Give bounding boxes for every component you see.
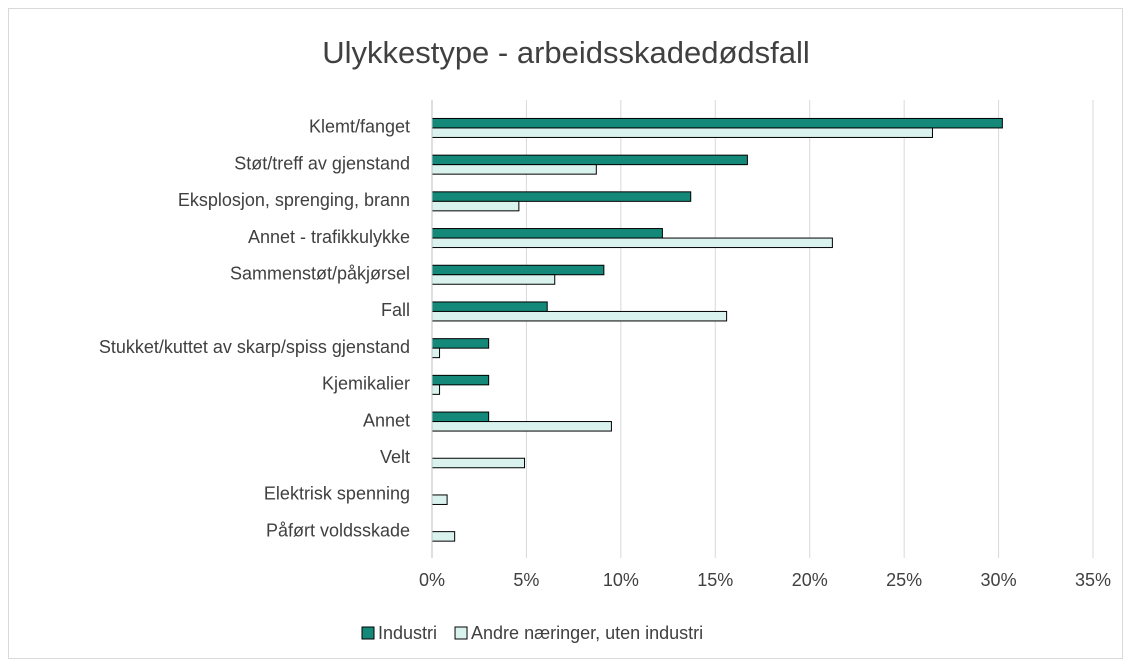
bar (431, 347, 441, 359)
y-tick-label: Stukket/kuttet av skarp/spiss gjenstand (99, 337, 410, 357)
bar (431, 494, 448, 505)
bar (431, 117, 1003, 129)
x-tick-label: 20% (792, 570, 828, 590)
y-tick-label: Elektrisk spenning (264, 484, 410, 504)
bar (431, 531, 456, 542)
bar (431, 457, 526, 469)
y-tick-label: Fall (381, 300, 410, 320)
legend-swatch (361, 626, 375, 640)
legend-swatch (454, 626, 468, 640)
bar (431, 191, 692, 202)
y-tick-label: Påført voldsskade (266, 520, 410, 540)
x-tick-label: 10% (603, 570, 639, 590)
x-tick-label: 25% (886, 570, 922, 590)
bar (431, 374, 490, 386)
y-tick-label: Annet (363, 410, 410, 430)
y-tick-label: Eksplosjon, sprenging, brann (178, 190, 410, 210)
chart-title: Ulykkestype - arbeidsskadedødsfall (322, 35, 810, 70)
x-tick-label: 15% (697, 570, 733, 590)
y-tick-label: Kjemikalier (322, 374, 410, 394)
x-tick-label: 0% (419, 570, 445, 590)
bar (431, 164, 597, 175)
y-tick-label: Støt/treff av gjenstand (234, 153, 410, 173)
bar (431, 310, 728, 322)
x-tick-label: 30% (981, 570, 1017, 590)
x-tick-label: 35% (1075, 570, 1111, 590)
legend-label: Industri (378, 623, 437, 643)
bar (431, 228, 663, 239)
chart-border (8, 8, 1123, 659)
bar (431, 338, 490, 349)
bar (431, 200, 520, 212)
bar (431, 274, 556, 285)
bar (431, 301, 548, 312)
y-tick-label: Klemt/fanget (309, 117, 410, 137)
legend-label: Andre næringer, uten industri (471, 623, 703, 643)
bar (431, 421, 612, 432)
x-tick-label: 5% (513, 570, 539, 590)
bar (431, 384, 441, 395)
bar (431, 411, 490, 423)
y-tick-label: Velt (380, 447, 410, 467)
y-tick-label: Annet - trafikkulykke (248, 227, 410, 247)
bar (431, 154, 748, 166)
bar (431, 264, 605, 276)
bar (431, 127, 933, 138)
bar (431, 237, 833, 249)
y-tick-label: Sammenstøt/påkjørsel (230, 264, 410, 284)
